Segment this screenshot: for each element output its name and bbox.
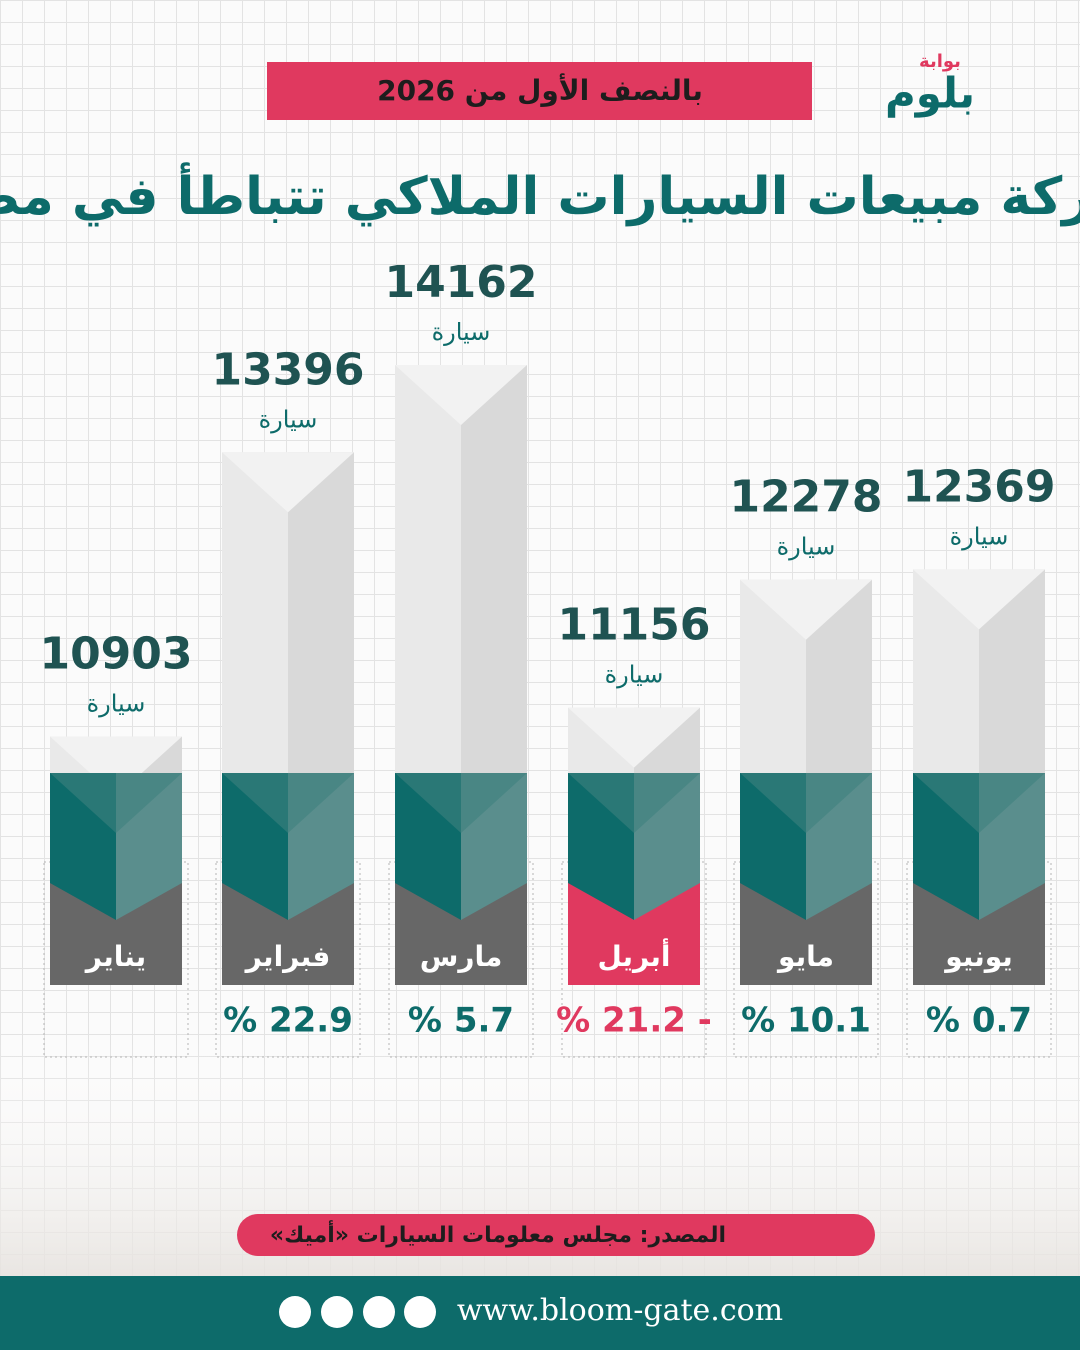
chart-title: حركة مبيعات السيارات الملاكي تتباطأ في م… [0, 162, 1080, 227]
unit-label: سيارة [87, 689, 146, 717]
value-label: 12369 [902, 461, 1055, 512]
bar-cap [50, 736, 182, 797]
bar-cap [913, 569, 1045, 630]
change-label: % 22.9 [223, 1001, 353, 1041]
month-label: يناير [84, 940, 146, 973]
bar-teal-cap [740, 773, 872, 833]
value-label: 10903 [39, 628, 192, 679]
unit-label: سيارة [605, 661, 664, 689]
unit-label: سيارة [950, 522, 1009, 550]
label-box [395, 883, 527, 985]
change-label: % 10.1 [741, 1001, 871, 1041]
facebook-icon[interactable] [279, 1296, 311, 1328]
label-box [50, 883, 182, 985]
bars: يناير 10903 سيارة فبراير 13396 سيارة % 22.9 مار… [39, 257, 1056, 1058]
source: المصدر: مجلس معلومات السيارات «أميك» [270, 1219, 726, 1248]
bar-teal-cap [222, 773, 354, 833]
label-box [222, 883, 354, 985]
chart-subtitle: بالنصف الأول من 2026 [377, 73, 703, 107]
logo-top: بوابة [919, 51, 961, 72]
month-label: يونيو [943, 940, 1013, 973]
bar-teal-cap [568, 773, 700, 833]
unit-label: سيارة [777, 533, 836, 561]
threads-icon[interactable] [404, 1296, 436, 1328]
social-icons [279, 1296, 436, 1328]
logo-name: بلوم [885, 69, 975, 119]
value-label: 11156 [557, 600, 710, 651]
month-label: أبريل [597, 938, 670, 973]
bar-teal-cap [395, 773, 527, 833]
value-label: 12278 [729, 472, 882, 523]
bar-cap [395, 365, 527, 425]
change-label: % 21.2 - [556, 1001, 712, 1041]
unit-label: سيارة [432, 318, 491, 346]
subtitle-banner [267, 62, 812, 120]
value-label: 13396 [211, 344, 364, 395]
value-label: 14162 [384, 257, 537, 308]
month-label: مارس [420, 940, 503, 973]
youtube-icon[interactable] [363, 1296, 395, 1328]
bar-cap [222, 452, 354, 513]
change-label: % 0.7 [926, 1001, 1032, 1041]
change-label: % 5.7 [408, 1001, 514, 1041]
bar-teal-cap [50, 773, 182, 833]
unit-label: سيارة [259, 405, 318, 433]
label-box [740, 883, 872, 985]
bar-cap [568, 707, 700, 768]
bar-cap [740, 579, 872, 640]
month-label: مايو [776, 940, 834, 973]
month-label: فبراير [244, 940, 331, 973]
label-box [568, 883, 700, 985]
footer [0, 1276, 1080, 1350]
x-icon[interactable] [321, 1296, 353, 1328]
website[interactable]: www.bloom-gate.com [457, 1293, 783, 1328]
label-box [913, 883, 1045, 985]
source-banner [237, 1214, 875, 1256]
bar-teal-cap [913, 773, 1045, 833]
